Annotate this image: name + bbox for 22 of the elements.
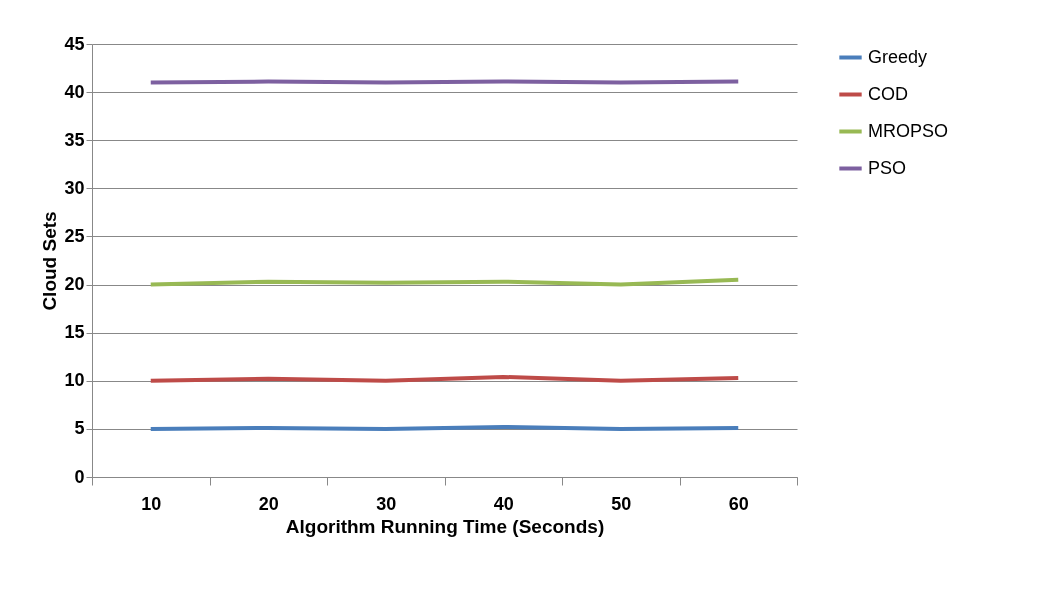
y-tick-label: 30 xyxy=(64,177,85,198)
x-tick-label: 50 xyxy=(611,493,632,514)
legend-label: Greedy xyxy=(868,46,928,67)
x-tick-label: 10 xyxy=(141,493,162,514)
y-tick-label: 10 xyxy=(64,370,85,391)
y-tick-label: 0 xyxy=(74,466,85,487)
x-tick-label: 60 xyxy=(728,493,749,514)
y-tick-label: 5 xyxy=(74,418,85,439)
y-tick-label: 35 xyxy=(64,129,85,150)
x-tick-label: 40 xyxy=(493,493,514,514)
legend-label: PSO xyxy=(868,157,907,178)
legend-label: COD xyxy=(868,83,908,104)
y-tick-label: 40 xyxy=(64,81,85,102)
y-tick-label: 15 xyxy=(64,322,85,343)
legend-label: MROPSO xyxy=(868,120,949,141)
y-tick-label: 45 xyxy=(64,33,85,54)
x-tick-label: 30 xyxy=(376,493,397,514)
y-tick-label: 25 xyxy=(64,225,85,246)
x-axis-title: Algorithm Running Time (Seconds) xyxy=(285,515,605,537)
y-axis-title: Cloud Sets xyxy=(39,211,61,311)
x-tick-label: 20 xyxy=(258,493,279,514)
y-tick-label: 20 xyxy=(64,274,85,295)
